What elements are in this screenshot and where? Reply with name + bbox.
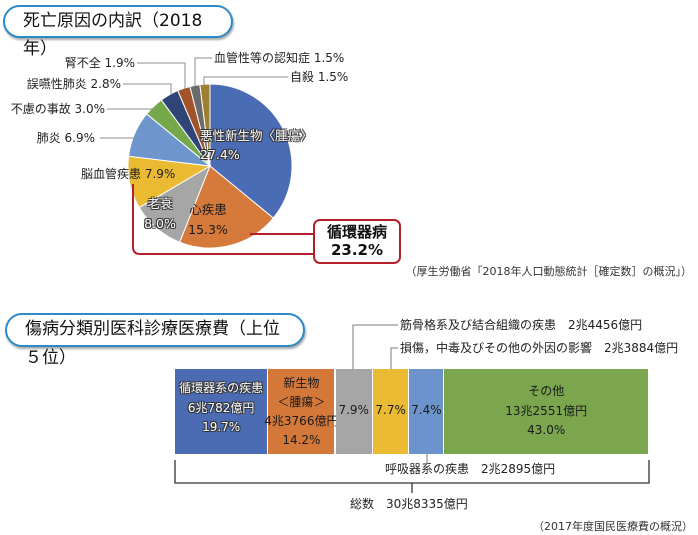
pie-label-cancer: 悪性新生物〈腫瘍〉 27.4% — [200, 128, 313, 162]
total-bracket — [174, 460, 650, 493]
bar-source-note: （2017年度国民医療費の概況） — [533, 520, 693, 533]
leader-injury — [390, 347, 398, 369]
segment-amount: 13兆2551億円 — [505, 403, 588, 418]
pie-label-aspiration: 誤嚥性肺炎 2.8% — [26, 77, 121, 91]
pie-label-heart-name: 心疾患 — [189, 202, 227, 217]
circulatory-callout-lines — [132, 184, 314, 255]
circulatory-callout-label: 循環器病 — [326, 223, 387, 241]
total-label: 総数 30兆8335億円 — [350, 497, 468, 511]
pie-label-cancer-name: 悪性新生物〈腫瘍〉 — [200, 128, 313, 143]
callout-line-cerebro — [132, 184, 314, 255]
pie-label-renal: 腎不全 1.9% — [64, 56, 135, 70]
pie-chart — [127, 83, 293, 249]
pie-section-title-text: 死亡原因の内訳（2018年） — [23, 11, 203, 59]
bar-segment-neoplasm: 新生物 ＜腫瘍＞ 4兆3766億円 14.2% — [264, 369, 338, 454]
circulatory-callout: 循環器病 23.2% — [314, 223, 400, 259]
segment-percent: 14.2% — [282, 433, 321, 447]
segment-sublabel: ＜腫瘍＞ — [277, 395, 326, 409]
callout-musculoskeletal: 筋骨格系及び結合組織の疾患 2兆4456億円 — [400, 318, 643, 332]
leader-renal — [137, 62, 186, 89]
bar-leader-lines — [352, 324, 428, 463]
bar-segment-other: その他 13兆2551億円 43.0% — [444, 369, 648, 454]
leader-aspiration — [123, 83, 172, 94]
pie-label-senility-name: 老衰 — [147, 196, 173, 211]
bar-section-title-text: 傷病分類別医科診療医療費（上位５位） — [25, 319, 280, 368]
pie-label-senility: 老衰 8.0% — [142, 196, 178, 231]
bar-segment-circulatory: 循環器系の疾患 6兆782億円 19.7% — [175, 369, 269, 454]
pie-slice — [199, 83, 211, 167]
pie-label-pneumonia: 肺炎 6.9% — [36, 131, 95, 145]
bar-segment-injury: 7.7% — [372, 369, 410, 454]
segment-percent: 7.7% — [375, 403, 406, 417]
segment-percent: 19.7% — [202, 420, 241, 434]
pie-leader-lines — [100, 57, 288, 139]
pie-label-dementia: 血管性等の認知症 1.5% — [214, 51, 345, 65]
pie-label-senility-value: 8.0% — [144, 216, 176, 231]
pie-source-note: （厚生労働省「2018年人口動態統計［確定数］の概況」） — [405, 265, 693, 278]
bar-segment-respiratory: 7.4% — [409, 369, 445, 454]
circulatory-callout-value: 23.2% — [330, 241, 384, 259]
pie-slice — [209, 83, 293, 219]
pie-label-accident: 不慮の事故 3.0% — [10, 102, 105, 116]
segment-label: 新生物 — [283, 376, 320, 390]
pie-label-heart-value: 15.3% — [188, 222, 228, 237]
bar-section-title: 傷病分類別医科診療医療費（上位５位） — [5, 313, 305, 368]
leader-dementia — [194, 57, 212, 86]
pie-label-cerebro: 脳血管疾患 7.9% — [81, 167, 176, 181]
bar-segment-neoplasm-text: 新生物 ＜腫瘍＞ 4兆3766億円 14.2% — [262, 374, 340, 450]
pie-section-title: 死亡原因の内訳（2018年） — [3, 5, 233, 59]
leader-musculoskeletal — [352, 324, 398, 369]
bar-segment-musculoskeletal: 7.9% — [335, 369, 373, 454]
segment-label: 循環器系の疾患 — [179, 381, 264, 395]
callout-respiratory: 呼吸器系の疾患 2兆2895億円 — [385, 462, 556, 476]
pie-slice — [178, 165, 275, 249]
segment-percent: 7.4% — [411, 403, 442, 417]
segment-label: その他 — [528, 384, 565, 398]
bar-segment-circulatory-text: 循環器系の疾患 6兆782億円 19.7% — [175, 379, 267, 438]
segment-percent: 43.0% — [527, 423, 566, 437]
callout-injury: 損傷，中毒及びその他の外因の影響 2兆3884億円 — [400, 341, 679, 355]
pie-label-cancer-value: 27.4% — [200, 147, 240, 162]
segment-amount: 6兆782億円 — [187, 400, 255, 415]
leader-suicide — [203, 76, 288, 86]
segment-percent: 7.9% — [338, 403, 369, 417]
pie-label-heart: 心疾患 15.3% — [186, 202, 230, 237]
bar-segment-other-text: その他 13兆2551億円 43.0% — [444, 382, 648, 441]
pie-label-suicide: 自殺 1.5% — [290, 70, 349, 84]
circulatory-callout-box — [313, 219, 401, 264]
segment-amount: 4兆3766億円 — [264, 414, 339, 428]
